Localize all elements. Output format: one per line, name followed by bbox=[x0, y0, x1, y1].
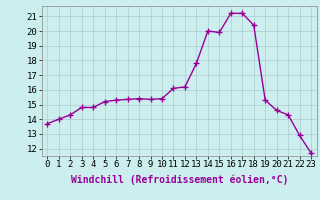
X-axis label: Windchill (Refroidissement éolien,°C): Windchill (Refroidissement éolien,°C) bbox=[70, 175, 288, 185]
